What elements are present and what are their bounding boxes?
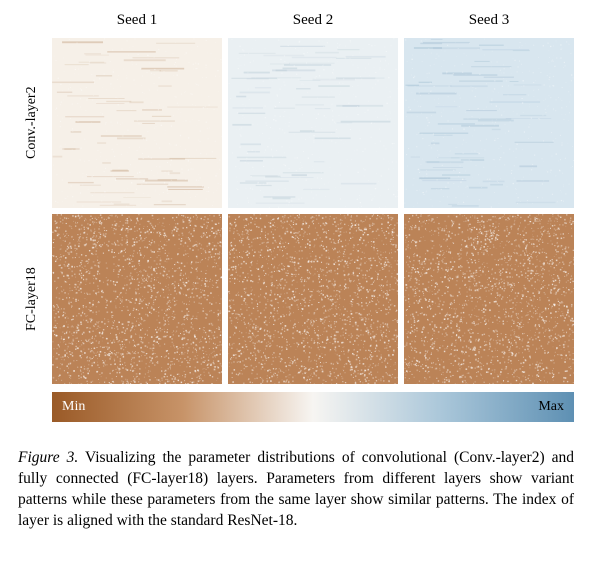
- col-header-3: Seed 3: [404, 8, 574, 32]
- figure-caption-text: Visualizing the parameter distributions …: [18, 449, 574, 529]
- colorbar: Min Max: [52, 392, 574, 422]
- heatmap-conv-seed1: [52, 38, 222, 208]
- panel-grid: Seed 1 Seed 2 Seed 3 Conv.-layer2 FC-lay…: [18, 8, 574, 384]
- col-header-1: Seed 1: [52, 8, 222, 32]
- heatmap-conv-seed3: [404, 38, 574, 208]
- corner-spacer: [18, 8, 46, 32]
- heatmap-fc-seed3: [404, 214, 574, 384]
- row-header-conv: Conv.-layer2: [18, 38, 46, 208]
- col-header-2: Seed 2: [228, 8, 398, 32]
- colorbar-spacer: [18, 392, 46, 422]
- heatmap-conv-seed2: [228, 38, 398, 208]
- row-header-fc: FC-layer18: [18, 214, 46, 384]
- figure-number: Figure 3.: [18, 449, 78, 466]
- colorbar-max-label: Max: [538, 399, 564, 415]
- colorbar-min-label: Min: [62, 399, 85, 415]
- heatmap-fc-seed1: [52, 214, 222, 384]
- colorbar-row: Min Max: [18, 392, 574, 422]
- figure-caption: Figure 3. Visualizing the parameter dist…: [18, 448, 574, 532]
- figure: Seed 1 Seed 2 Seed 3 Conv.-layer2 FC-lay…: [18, 8, 574, 532]
- heatmap-fc-seed2: [228, 214, 398, 384]
